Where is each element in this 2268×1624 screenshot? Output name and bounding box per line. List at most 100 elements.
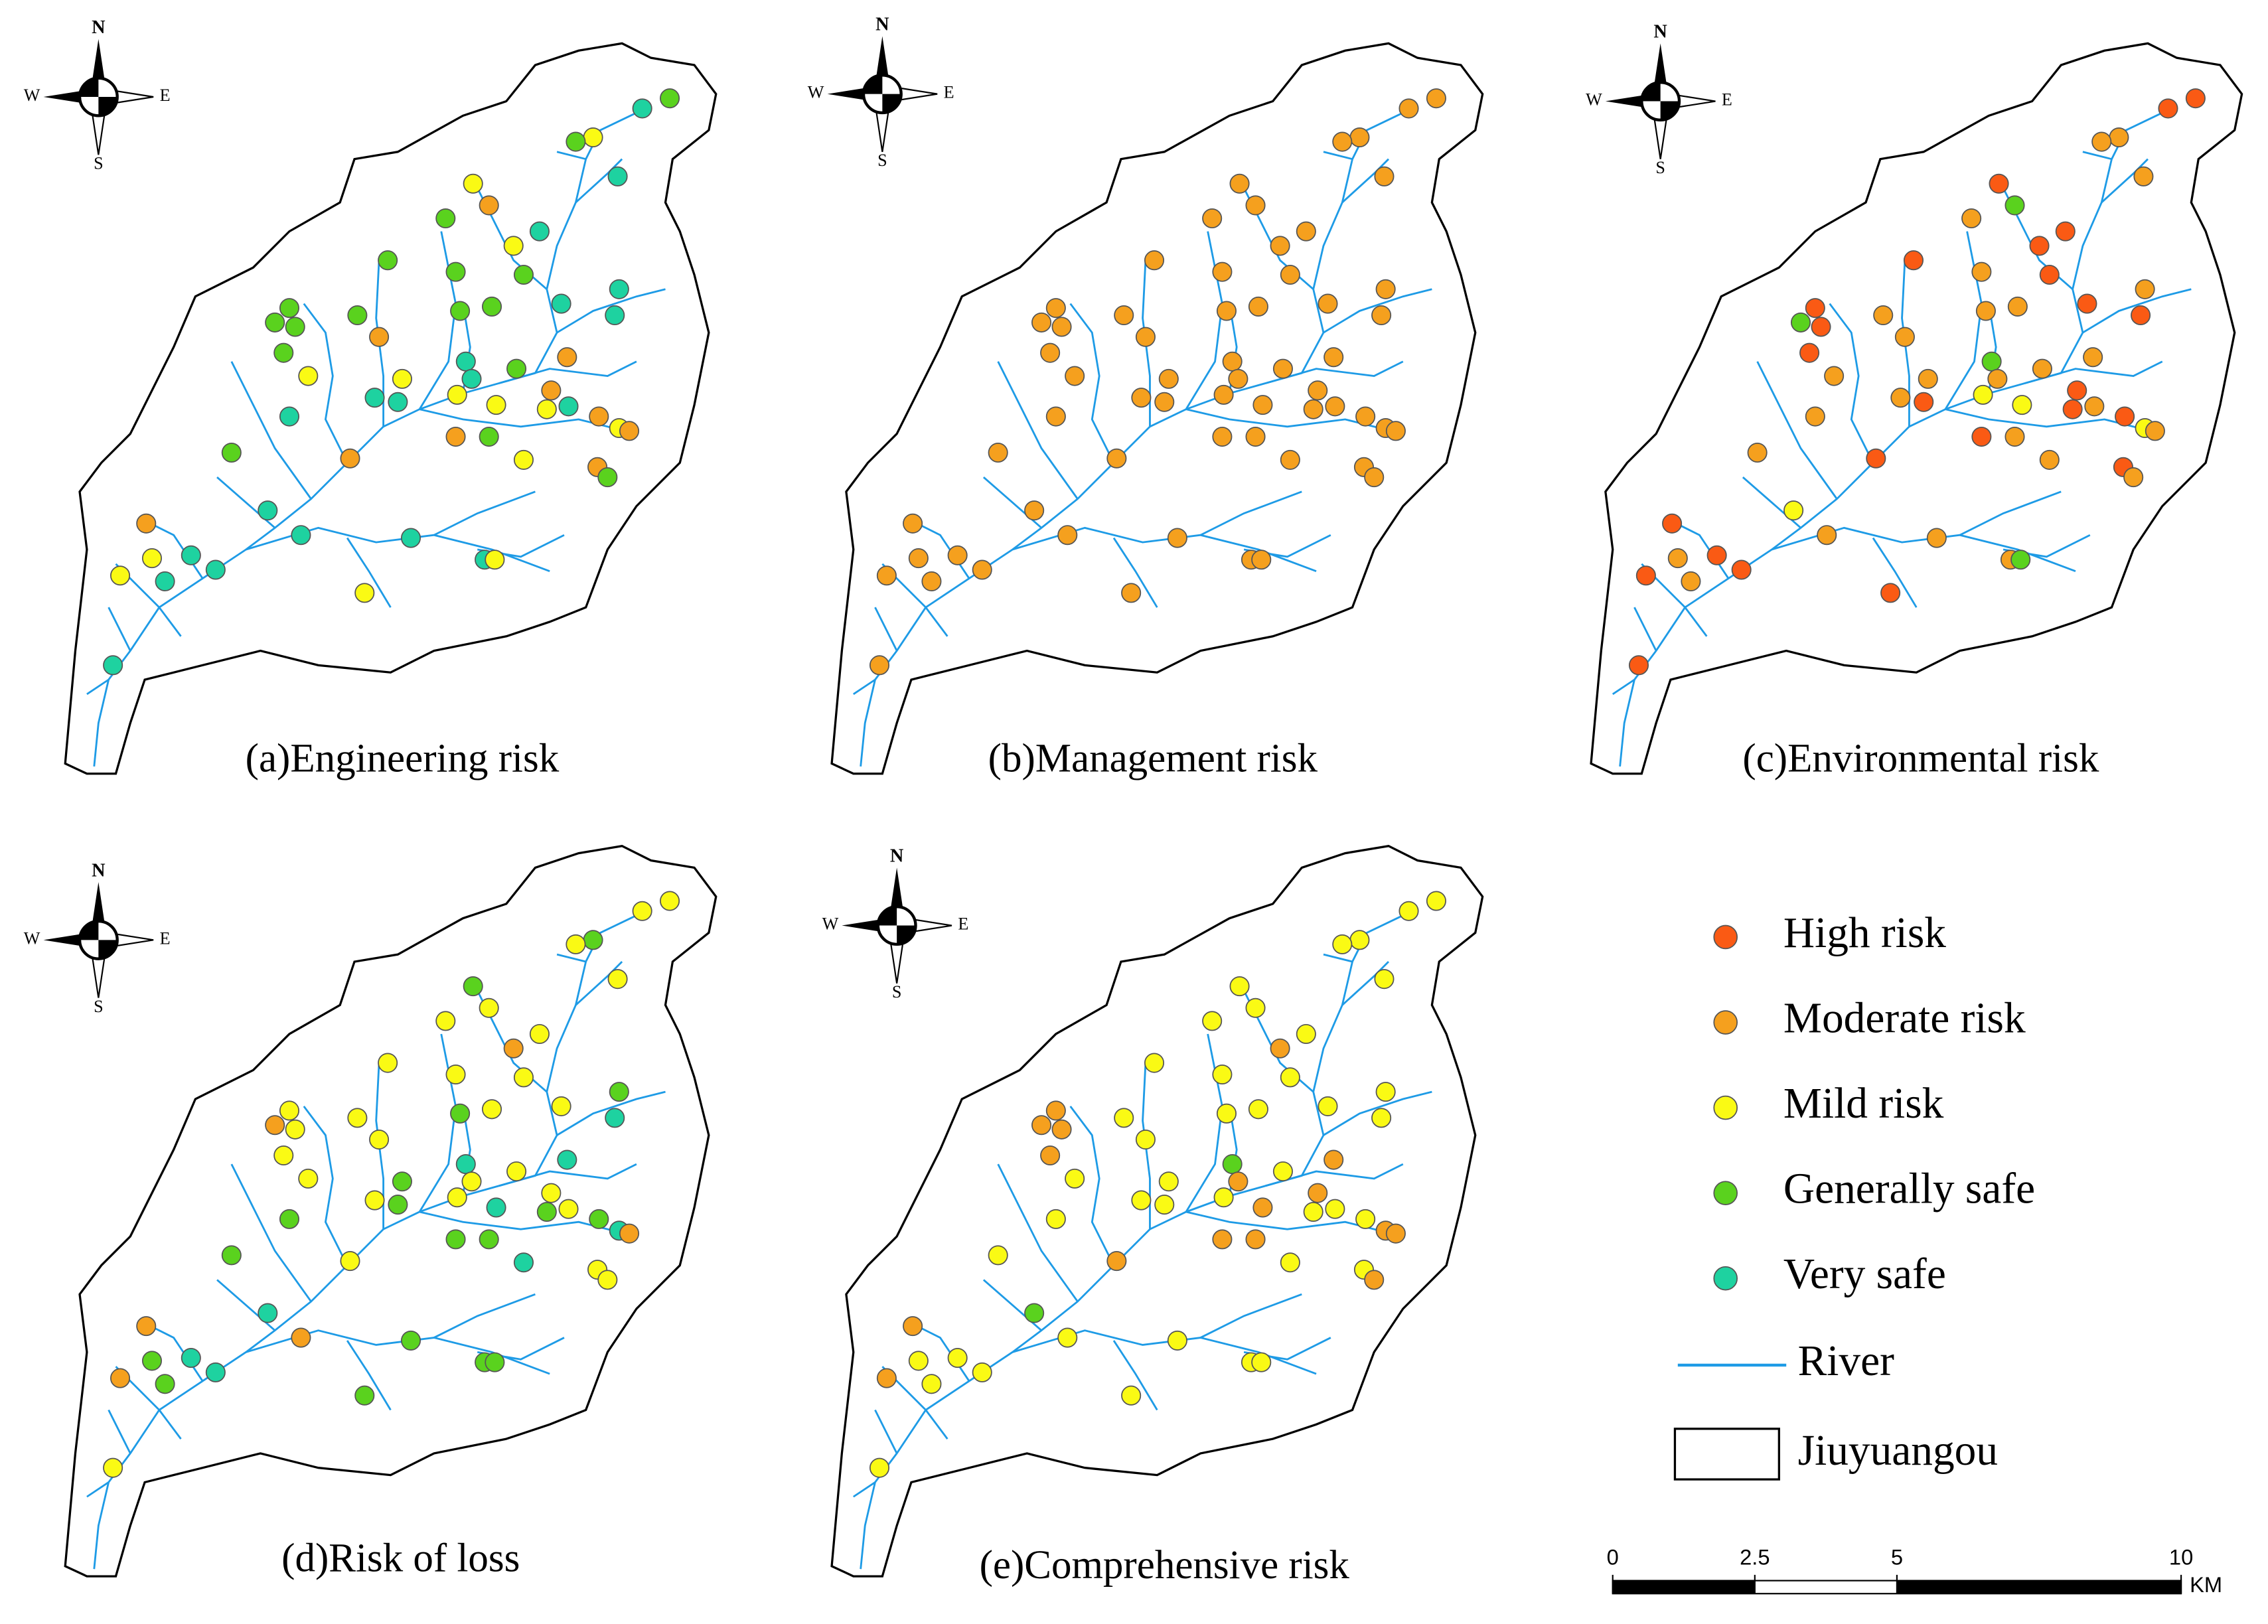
river: [874, 607, 898, 652]
river: [1265, 1163, 1404, 1187]
risk-site: [1323, 347, 1344, 368]
risk-site: [1332, 934, 1353, 954]
risk-site: [445, 427, 466, 447]
river: [1323, 1090, 1432, 1136]
river: [556, 288, 666, 334]
risk-site: [1399, 98, 1419, 119]
risk-site: [607, 969, 628, 990]
risk-site: [1918, 368, 1938, 389]
river: [997, 1163, 1079, 1302]
river: [1619, 111, 2163, 767]
compass-n: N: [890, 846, 904, 867]
risk-site: [921, 1374, 942, 1394]
risk-site: [619, 1223, 640, 1244]
risk-site: [1364, 467, 1385, 488]
river: [556, 953, 587, 963]
risk-site: [1866, 448, 1886, 469]
risk-site: [1873, 305, 1894, 326]
scale-label: 5: [1891, 1545, 1903, 1570]
risk-site: [1628, 655, 1649, 676]
risk-site: [1031, 1115, 1052, 1136]
compass-n: N: [92, 860, 106, 881]
risk-site: [354, 583, 375, 603]
scale-label: 10: [2169, 1545, 2193, 1570]
river: [230, 361, 312, 500]
risk-site: [2185, 88, 2206, 109]
risk-site: [1245, 997, 1266, 1018]
river: [1200, 1293, 1302, 1339]
risk-site: [2131, 305, 2151, 326]
risk-site: [1154, 1195, 1175, 1215]
risk-site: [1135, 327, 1156, 347]
risk-site: [1318, 1096, 1338, 1116]
risk-site: [1399, 901, 1419, 921]
risk-site: [155, 1374, 175, 1394]
risk-site: [1971, 427, 1992, 447]
risk-site: [1106, 1251, 1127, 1272]
risk-site: [1051, 1119, 1072, 1140]
risk-site: [258, 1303, 278, 1323]
risk-site: [1252, 1197, 1273, 1218]
scale-bar-segment: [1896, 1580, 2182, 1594]
risk-site: [1349, 930, 1370, 950]
risk-site: [1144, 250, 1165, 271]
risk-site: [1158, 368, 1179, 389]
risk-site: [1213, 384, 1234, 405]
legend-area: [1673, 1428, 1780, 1481]
river: [303, 303, 348, 463]
risk-site: [1385, 421, 1406, 441]
compass-s: S: [892, 982, 902, 1001]
risk-site: [1057, 525, 1078, 546]
legend-label: Jiuyuangou: [1798, 1427, 1998, 1475]
risk-site: [378, 1053, 398, 1073]
risk-site: [557, 1149, 577, 1170]
risk-site: [1805, 406, 1825, 427]
river: [230, 1163, 312, 1302]
risk-site: [1270, 236, 1290, 256]
risk-site: [503, 236, 524, 256]
risk-site: [947, 545, 968, 565]
river: [575, 961, 623, 1006]
risk-site: [291, 1327, 311, 1348]
compass-s: S: [94, 153, 104, 173]
risk-site: [1212, 427, 1233, 447]
risk-site: [2004, 195, 2025, 216]
risk-site: [450, 301, 471, 321]
risk-site: [1903, 250, 1924, 271]
risk-site: [1024, 500, 1045, 521]
river: [1633, 607, 1657, 652]
risk-site: [1349, 127, 1370, 148]
risk-site: [1375, 279, 1396, 299]
scale-label: 2.5: [1740, 1545, 1770, 1570]
risk-site: [221, 442, 242, 463]
risk-site: [1167, 1330, 1187, 1351]
risk-site: [1706, 545, 1727, 565]
risk-site: [583, 930, 603, 950]
risk-site: [506, 358, 527, 379]
risk-site: [435, 208, 456, 229]
risk-site: [340, 1251, 360, 1272]
risk-site: [2133, 166, 2154, 186]
risk-site: [1280, 264, 1300, 285]
risk-site: [1280, 1067, 1300, 1088]
risk-site: [1973, 384, 1993, 405]
river: [1959, 490, 2062, 536]
risk-site: [1303, 1201, 1323, 1222]
river: [93, 111, 637, 767]
risk-site: [529, 221, 550, 242]
risk-site: [2029, 236, 2050, 256]
risk-site: [447, 384, 467, 405]
risk-site: [1114, 305, 1134, 326]
risk-site: [1355, 406, 1376, 427]
risk-site: [1894, 327, 1915, 347]
risk-site: [1154, 392, 1175, 412]
risk-site: [1245, 427, 1266, 447]
legend-label: Moderate risk: [1783, 995, 2026, 1043]
risk-site: [479, 195, 499, 216]
compass-quadrant: [864, 75, 901, 113]
risk-site: [513, 264, 534, 285]
risk-site: [354, 1385, 375, 1406]
risk-site: [1045, 1209, 1066, 1229]
risk-site: [1790, 312, 1811, 332]
risk-site: [1045, 406, 1066, 427]
